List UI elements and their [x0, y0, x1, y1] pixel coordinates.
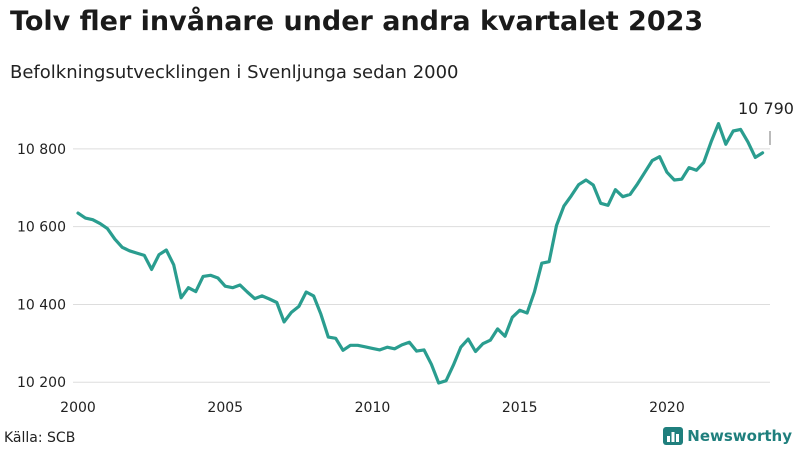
source-note: Källa: SCB	[4, 430, 76, 446]
y-tick-label: 10 200	[17, 375, 66, 391]
y-tick-label: 10 400	[17, 297, 66, 313]
series-line	[76, 121, 765, 385]
x-tick-label: 2010	[355, 400, 391, 416]
x-tick-label: 2020	[649, 400, 685, 416]
y-tick-label: 10 800	[17, 142, 66, 158]
x-tick-label: 2005	[207, 400, 243, 416]
chart-title: Tolv fler invånare under andra kvartalet…	[10, 6, 704, 37]
x-tick-label: 2000	[60, 400, 96, 416]
brand-logo: Newsworthy	[663, 427, 792, 445]
annotation-label: 10 790	[738, 99, 794, 118]
x-tick-label: 2015	[502, 400, 538, 416]
bar-chart-logo-icon	[663, 427, 684, 445]
y-tick-label: 10 600	[17, 220, 66, 236]
chart-subtitle: Befolkningsutvecklingen i Svenljunga sed…	[10, 62, 459, 83]
brand-name: Newsworthy	[687, 427, 792, 445]
